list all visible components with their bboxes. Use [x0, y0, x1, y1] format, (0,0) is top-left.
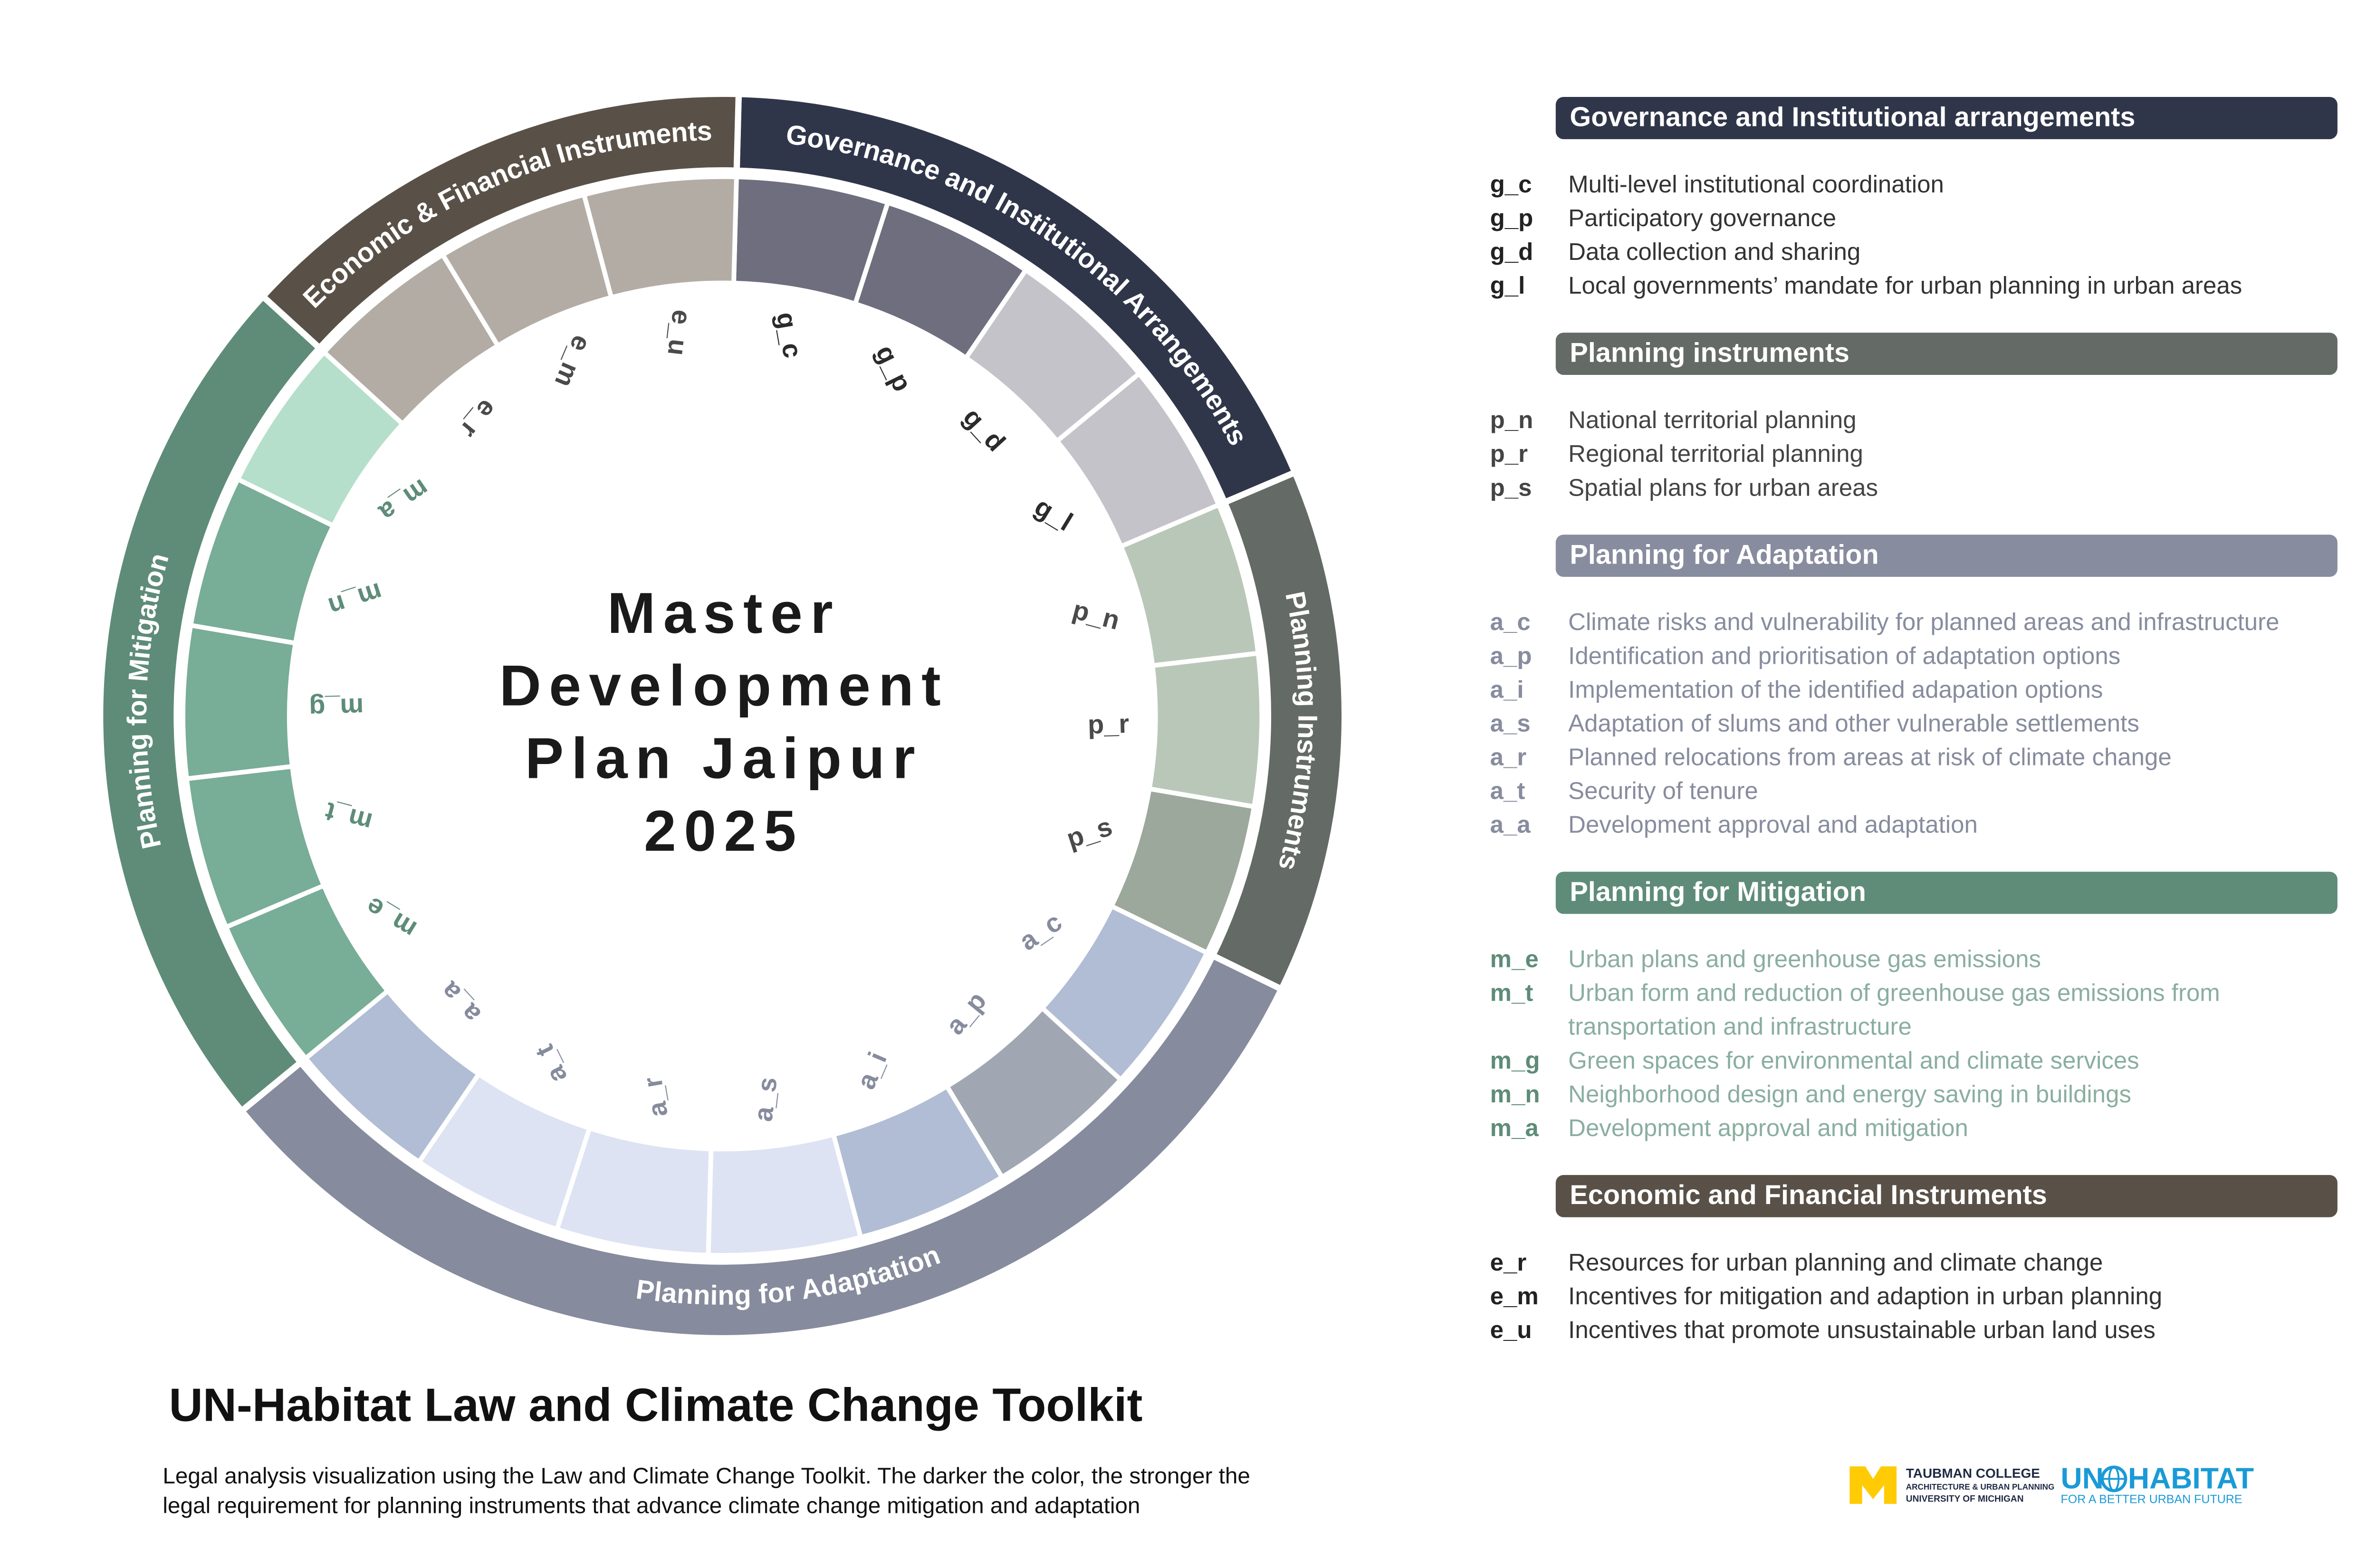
- legend-code: e_m: [1490, 1282, 1539, 1310]
- legend-code: a_a: [1490, 811, 1531, 838]
- legend-code: m_a: [1490, 1114, 1539, 1141]
- legend-code: p_s: [1490, 474, 1532, 501]
- legend-text: Development approval and adaptation: [1568, 811, 1978, 838]
- legend-text: Climate risks and vulnerability for plan…: [1568, 608, 2279, 635]
- legend-text: Local governments’ mandate for urban pla…: [1568, 272, 2242, 299]
- legend-code: e_r: [1490, 1249, 1527, 1276]
- legend-header: [1555, 96, 2338, 139]
- legend-code: a_r: [1490, 743, 1527, 770]
- segment-code: g_c: [771, 310, 808, 360]
- legend-code: g_l: [1490, 272, 1525, 299]
- legend-text: Spatial plans for urban areas: [1568, 474, 1878, 501]
- legend-header: [1555, 871, 2338, 914]
- legend-text: Green spaces for environmental and clima…: [1568, 1047, 2139, 1074]
- legend-text: Planned relocations from areas at risk o…: [1568, 743, 2172, 770]
- legend-code: m_e: [1490, 946, 1539, 973]
- segment: [1146, 650, 1265, 810]
- legend-header-title: Planning for Adaptation: [1570, 539, 1878, 570]
- legend-text: Urban form and reduction of greenhouse g…: [1568, 979, 2220, 1006]
- logo-text: FOR A BETTER URBAN FUTURE: [2061, 1492, 2242, 1506]
- legend-text: Participatory governance: [1568, 204, 1836, 231]
- legend-header-title: Planning instruments: [1570, 337, 1849, 368]
- legend-header-title: Economic and Financial Instruments: [1570, 1180, 2047, 1210]
- legend-code: m_g: [1490, 1047, 1540, 1074]
- segment: [181, 622, 298, 782]
- michigan-m: [1849, 1466, 1897, 1504]
- legend-code: m_n: [1490, 1080, 1540, 1108]
- legend-code: m_t: [1490, 979, 1533, 1006]
- taubman-logo: TAUBMAN COLLEGE ARCHITECTURE & URBAN PLA…: [1849, 1466, 2054, 1504]
- legend-code: p_r: [1490, 440, 1528, 467]
- segment-code: a_s: [747, 1075, 782, 1123]
- legend-code: a_c: [1490, 608, 1531, 635]
- center-title: Master Development Plan Jaipur 2025: [499, 581, 948, 863]
- ring: Governance and Institutional Arrangement…: [97, 90, 1348, 1341]
- center-title-line: Plan Jaipur: [525, 726, 923, 791]
- group-band: [237, 951, 1286, 1341]
- legend-text: Implementation of the identified adapati…: [1568, 676, 2103, 703]
- legend-text: Identification and prioritisation of ada…: [1568, 642, 2120, 669]
- logo-text: ARCHITECTURE & URBAN PLANNING: [1906, 1482, 2054, 1492]
- footer-description: legal requirement for planning instrumen…: [163, 1493, 1140, 1518]
- legend-text: Multi-level institutional coordination: [1568, 171, 1944, 198]
- legend-text: Security of tenure: [1568, 777, 1758, 804]
- legend-header: [1555, 1175, 2338, 1217]
- legend-code: g_c: [1490, 171, 1532, 198]
- footer-title: UN-Habitat Law and Climate Change Toolki…: [169, 1378, 1142, 1431]
- legend-code: a_p: [1490, 642, 1532, 669]
- center-title-line: Master: [607, 581, 841, 645]
- legend-header: [1555, 333, 2338, 375]
- segment-code: p_r: [1087, 708, 1130, 739]
- legend-text: Regional territorial planning: [1568, 440, 1863, 467]
- legend-code: a_i: [1490, 676, 1524, 703]
- un-habitat-logo: UN HABITAT FOR A BETTER URBAN FUTURE: [2061, 1462, 2254, 1506]
- legend: Governance and Institutional arrangement…: [1490, 96, 2338, 1343]
- legend-text: Neighborhood design and energy saving in…: [1568, 1080, 2131, 1108]
- segment-code: m_g: [309, 692, 364, 724]
- legend-text: Data collection and sharing: [1568, 238, 1860, 265]
- legend-code: a_s: [1490, 709, 1531, 736]
- legend-text: transportation and infrastructure: [1568, 1013, 1912, 1040]
- segment-code: a_r: [637, 1075, 673, 1119]
- logo-text: UNIVERSITY OF MICHIGAN: [1906, 1494, 2024, 1504]
- segment: [706, 1131, 864, 1258]
- legend-code: a_t: [1490, 777, 1525, 804]
- group-band: [259, 90, 742, 353]
- legend-text: Incentives for mitigation and adaption i…: [1568, 1282, 2162, 1310]
- legend-header-title: Planning for Mitigation: [1570, 877, 1866, 907]
- legend-text: Urban plans and greenhouse gas emissions: [1568, 946, 2041, 973]
- segment: [581, 174, 739, 301]
- logo-text: UN: [2061, 1462, 2104, 1495]
- legend-text: Development approval and mitigation: [1568, 1114, 1968, 1141]
- legend-header-title: Governance and Institutional arrangement…: [1570, 102, 2135, 132]
- legend-code: e_u: [1490, 1316, 1532, 1343]
- footer-description: Legal analysis visualization using the L…: [163, 1463, 1250, 1489]
- legend-text: Incentives that promote unsustainable ur…: [1568, 1316, 2156, 1343]
- legend-code: g_p: [1490, 204, 1533, 231]
- center-title-line: 2025: [644, 799, 804, 863]
- legend-code: p_n: [1490, 406, 1533, 433]
- logo-text: TAUBMAN COLLEGE: [1906, 1466, 2040, 1481]
- globe-icon: [2108, 1466, 2120, 1492]
- segment-code: e_u: [662, 308, 697, 357]
- logo-text: HABITAT: [2128, 1462, 2254, 1495]
- legend-text: Resources for urban planning and climate…: [1568, 1249, 2103, 1276]
- center-title-line: Development: [499, 653, 948, 718]
- legend-header: [1555, 535, 2338, 577]
- legend-text: Adaptation of slums and other vulnerable…: [1568, 709, 2139, 736]
- legend-code: g_d: [1490, 238, 1533, 265]
- legend-text: National territorial planning: [1568, 406, 1856, 433]
